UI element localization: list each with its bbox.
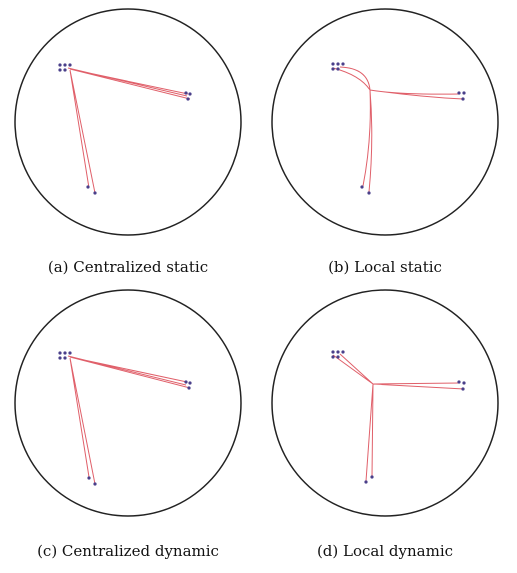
nodes — [331, 350, 466, 484]
caption: (c) Centralized dynamic — [37, 542, 219, 560]
nodes — [58, 351, 192, 486]
boundary — [271, 289, 499, 517]
nodes — [331, 62, 466, 195]
panel-c: (c) Centralized dynamic — [14, 289, 242, 560]
caption: (a) Centralized static — [48, 258, 208, 276]
boundary — [14, 289, 242, 517]
caption: (d) Local dynamic — [317, 542, 453, 560]
panel-a: (a) Centralized static — [14, 8, 242, 276]
boundary — [14, 8, 242, 236]
links — [332, 353, 465, 482]
panel-d: (d) Local dynamic — [271, 289, 499, 560]
panel-b: (b) Local static — [271, 8, 499, 276]
links — [67, 355, 191, 485]
nodes — [58, 63, 192, 195]
links — [332, 66, 464, 193]
links — [67, 67, 191, 194]
boundary — [271, 8, 499, 236]
caption: (b) Local static — [328, 258, 442, 276]
